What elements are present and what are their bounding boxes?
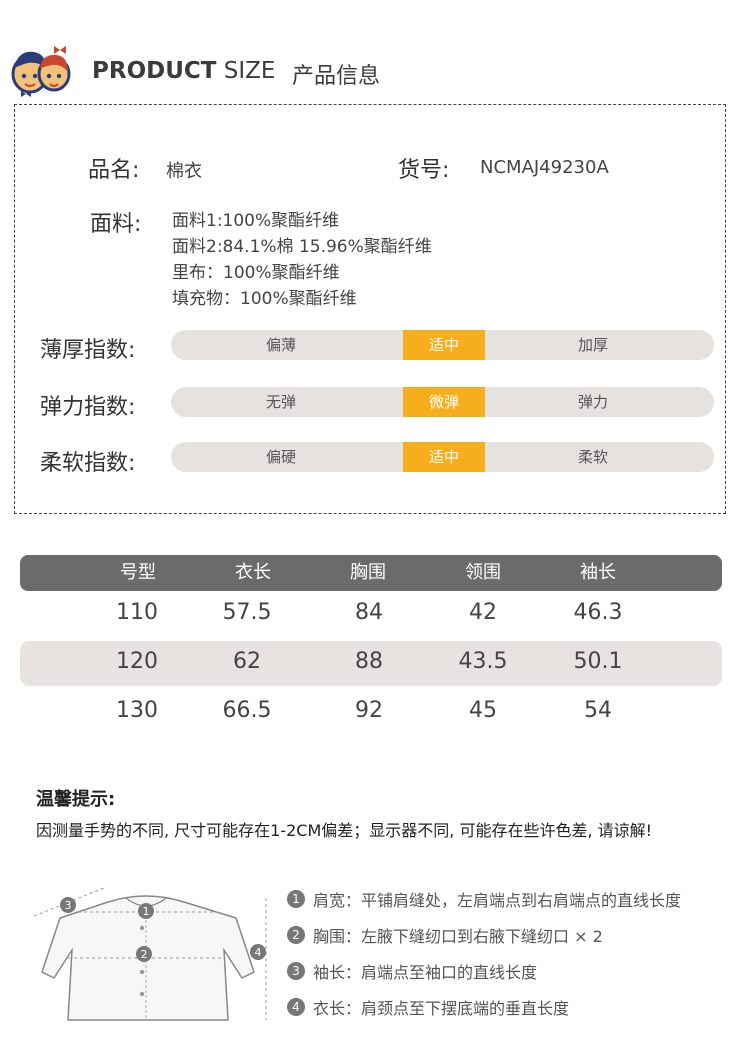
fabric-label: 面料: bbox=[90, 212, 142, 237]
softness-option-selected: 适中 bbox=[403, 442, 485, 472]
softness-option: 柔软 bbox=[577, 448, 608, 466]
thickness-option-selected: 适中 bbox=[403, 330, 485, 360]
thickness-index-bar: 偏薄 适中 加厚 bbox=[171, 330, 714, 360]
size-table-header: 号型 衣长 胸围 领围 袖长 bbox=[20, 555, 722, 591]
page-title: PRODUCT SIZE bbox=[92, 58, 275, 84]
table-cell: 43.5 bbox=[458, 649, 508, 674]
table-cell: 84 bbox=[355, 600, 383, 625]
elasticity-option: 无弹 bbox=[265, 393, 296, 411]
measure-num: 4 bbox=[287, 998, 305, 1016]
title-thin: SIZE bbox=[223, 58, 276, 84]
table-cell: 88 bbox=[355, 649, 383, 674]
softness-index-bar: 偏硬 适中 柔软 bbox=[171, 442, 714, 472]
table-cell: 92 bbox=[355, 698, 383, 723]
brand-logo-icon bbox=[11, 46, 71, 97]
col-header-sleeve: 袖长 bbox=[580, 562, 616, 583]
measure-num: 1 bbox=[287, 890, 305, 908]
table-cell: 46.3 bbox=[573, 600, 623, 625]
table-cell: 130 bbox=[116, 698, 158, 723]
elasticity-index-label: 弹力指数: bbox=[40, 395, 136, 420]
measure-text: 胸围：左腋下缝纫口到右腋下缝纫口 × 2 bbox=[313, 927, 603, 946]
table-cell: 54 bbox=[584, 698, 612, 723]
table-cell: 45 bbox=[469, 698, 497, 723]
table-row: 120 62 88 43.5 50.1 bbox=[0, 649, 750, 677]
diagram-mark: 1 bbox=[143, 905, 150, 918]
table-cell: 110 bbox=[116, 600, 158, 625]
table-cell: 57.5 bbox=[222, 600, 272, 625]
table-cell: 66.5 bbox=[222, 698, 272, 723]
table-row: 110 57.5 84 42 46.3 bbox=[0, 600, 750, 628]
mark-4-icon bbox=[250, 944, 266, 960]
softness-index-label: 柔软指数: bbox=[40, 451, 136, 476]
title-bold: PRODUCT bbox=[92, 58, 217, 84]
code-value: NCMAJ49230A bbox=[480, 157, 609, 178]
code-label: 货号: bbox=[398, 158, 450, 183]
measure-item: 4 衣长：肩颈点至下摆底端的垂直长度 bbox=[287, 995, 569, 1019]
table-row-highlight bbox=[20, 641, 722, 686]
fabric-line: 面料1:100%聚酯纤维 bbox=[172, 211, 340, 231]
table-row: 130 66.5 92 45 54 bbox=[0, 698, 750, 726]
table-cell: 62 bbox=[233, 649, 261, 674]
product-info-box bbox=[14, 104, 726, 514]
tips-title: 温馨提示: bbox=[36, 789, 116, 810]
table-cell: 42 bbox=[469, 600, 497, 625]
table-cell: 120 bbox=[116, 649, 158, 674]
mark-3-icon bbox=[60, 897, 76, 913]
diagram-mark: 3 bbox=[65, 899, 72, 912]
name-label: 品名: bbox=[88, 158, 140, 183]
measure-item: 2 胸围：左腋下缝纫口到右腋下缝纫口 × 2 bbox=[287, 923, 603, 947]
col-header-chest: 胸围 bbox=[350, 562, 386, 583]
elasticity-option: 弹力 bbox=[577, 393, 608, 411]
fabric-line: 面料2:84.1%棉 15.96%聚酯纤维 bbox=[172, 237, 432, 257]
measure-num: 2 bbox=[287, 926, 305, 944]
measure-item: 1 肩宽：平铺肩缝处，左肩端点到右肩端点的直线长度 bbox=[287, 887, 681, 911]
softness-option: 偏硬 bbox=[265, 448, 296, 466]
fabric-line: 填充物：100%聚酯纤维 bbox=[172, 289, 357, 309]
measure-text: 肩宽：平铺肩缝处，左肩端点到右肩端点的直线长度 bbox=[313, 891, 682, 910]
thickness-option: 偏薄 bbox=[265, 336, 296, 354]
thickness-option: 加厚 bbox=[577, 336, 608, 354]
measure-num: 3 bbox=[287, 962, 305, 980]
col-header-size: 号型 bbox=[120, 562, 156, 583]
fabric-line: 里布：100%聚酯纤维 bbox=[172, 263, 340, 283]
elasticity-option-selected: 微弹 bbox=[403, 387, 485, 417]
measure-text: 衣长：肩颈点至下摆底端的垂直长度 bbox=[313, 999, 570, 1018]
table-cell: 50.1 bbox=[573, 649, 623, 674]
mark-2-icon bbox=[136, 946, 152, 962]
fabric-list: 面料1:100%聚酯纤维 面料2:84.1%棉 15.96%聚酯纤维 里布：10… bbox=[172, 208, 432, 312]
diagram-mark: 2 bbox=[141, 948, 148, 961]
tips-body: 因测量手势的不同, 尺寸可能存在1-2CM偏差；显示器不同, 可能存在些许色差,… bbox=[36, 821, 653, 840]
measure-text: 袖长：肩端点至袖口的直线长度 bbox=[313, 963, 538, 982]
measure-item: 3 袖长：肩端点至袖口的直线长度 bbox=[287, 959, 537, 983]
thickness-index-label: 薄厚指数: bbox=[40, 338, 136, 363]
col-header-collar: 领围 bbox=[465, 562, 501, 583]
page-title-cn: 产品信息 bbox=[292, 64, 381, 89]
elasticity-index-bar: 无弹 微弹 弹力 bbox=[171, 387, 714, 417]
name-value: 棉衣 bbox=[166, 161, 202, 182]
garment-measure-diagram: 1 2 3 4 bbox=[33, 887, 267, 1021]
mark-1-icon bbox=[138, 903, 154, 919]
col-header-length: 衣长 bbox=[235, 562, 271, 583]
diagram-mark: 4 bbox=[255, 946, 262, 959]
